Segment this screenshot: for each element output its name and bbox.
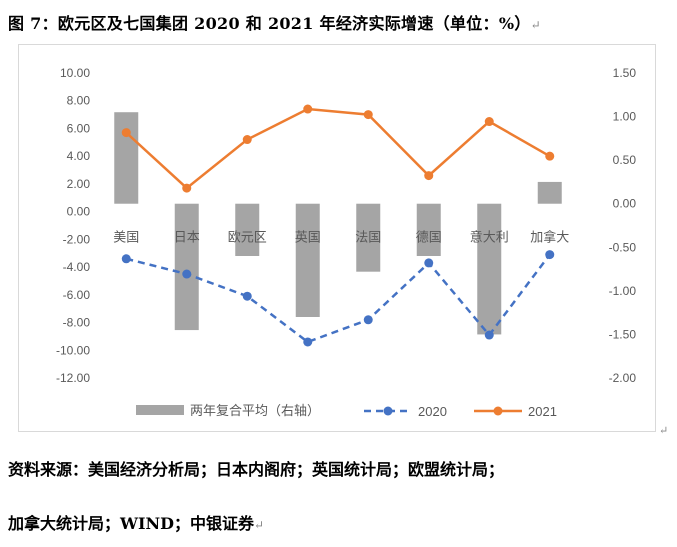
line-2021 (125, 107, 551, 190)
point-2021 (121, 128, 131, 138)
point-2021 (424, 171, 434, 181)
legend-label: 2021 (528, 404, 557, 419)
bar (416, 203, 441, 256)
point-2021 (182, 183, 192, 193)
legend-marker (383, 406, 393, 416)
line-2020 (125, 253, 551, 344)
right-tick-label: 0.50 (613, 153, 637, 167)
point-2020 (242, 291, 252, 301)
category-label: 德国 (416, 230, 442, 245)
legend-marker (493, 406, 503, 416)
left-tick-label: -6.00 (63, 288, 91, 302)
point-2020 (484, 330, 494, 340)
legend-label: 两年复合平均（右轴） (190, 403, 320, 418)
bar (356, 203, 381, 272)
source-line-1: 资料来源：美国经济分析局；日本内阁府；英国统计局；欧盟统计局； (8, 460, 505, 479)
point-2020 (182, 269, 192, 279)
left-tick-label: 6.00 (67, 121, 91, 135)
left-tick-label: -10.00 (56, 343, 90, 357)
chart-frame (18, 44, 656, 432)
left-tick-label: 4.00 (67, 149, 91, 163)
point-2020 (363, 315, 373, 325)
legend-label: 2020 (418, 404, 447, 419)
chart-legend: 两年复合平均（右轴） 2020 2021 (136, 403, 557, 419)
category-label: 意大利 (470, 230, 509, 245)
right-tick-label: -0.50 (609, 240, 637, 254)
left-axis-ticks: 10.00 8.00 6.00 4.00 2.00 0.00 -2.00 -4.00 -6.00… (56, 66, 90, 385)
right-axis-ticks: 1.50 1.00 0.50 0.00 -0.50 -1.00 -1.50 -2.00 (609, 66, 637, 385)
left-tick-label: 2.00 (67, 177, 91, 191)
bar (477, 203, 502, 335)
point-2021 (545, 151, 555, 161)
category-label: 日本 (174, 230, 200, 245)
left-tick-label: -8.00 (63, 316, 91, 330)
paragraph-mark-icon: ↵ (530, 18, 542, 32)
point-2021 (303, 104, 313, 114)
line-series-group (121, 104, 555, 347)
point-2020 (121, 254, 131, 264)
bar (295, 203, 320, 317)
figure-title: 图 7：欧元区及七国集团 2020 和 2021 年经济实际增速（单位：%）↵ (8, 14, 542, 33)
bar (537, 181, 562, 204)
right-tick-label: -2.00 (609, 371, 637, 385)
right-tick-label: -1.50 (609, 327, 637, 341)
category-label: 加拿大 (530, 230, 569, 245)
chart-svg: 10.00 8.00 6.00 4.00 2.00 0.00 -2.00 -4.00 -6.00… (56, 66, 637, 419)
category-label: 美国 (113, 230, 139, 245)
bar (235, 203, 260, 256)
category-label: 欧元区 (228, 230, 267, 245)
legend-bar-swatch (136, 405, 184, 415)
paragraph-mark-icon: ↵ (659, 424, 669, 437)
point-2021 (242, 135, 252, 145)
point-2020 (424, 258, 434, 268)
left-tick-label: -12.00 (56, 371, 90, 385)
left-tick-label: 8.00 (67, 94, 91, 108)
category-label: 英国 (295, 230, 321, 245)
right-tick-label: 0.00 (613, 197, 637, 211)
right-tick-label: 1.00 (613, 110, 637, 124)
point-2021 (363, 110, 373, 120)
bar (114, 112, 139, 204)
category-label: 法国 (355, 230, 381, 245)
left-tick-label: 0.00 (67, 205, 91, 219)
bar (174, 203, 199, 331)
point-2021 (484, 117, 494, 127)
paragraph-mark-icon: ↵ (253, 518, 265, 532)
point-2020 (303, 337, 313, 347)
category-labels: 美国 日本 欧元区 英国 法国 德国 意大利 加拿大 (113, 230, 569, 245)
left-tick-label: -2.00 (63, 232, 91, 246)
left-tick-label: 10.00 (60, 66, 90, 80)
bar-series-group (114, 112, 562, 335)
source-line-2: 加拿大统计局；WIND；中银证券↵ (8, 514, 265, 533)
left-tick-label: -4.00 (63, 260, 91, 274)
right-tick-label: 1.50 (613, 66, 637, 80)
right-tick-label: -1.00 (609, 284, 637, 298)
point-2020 (545, 250, 555, 260)
